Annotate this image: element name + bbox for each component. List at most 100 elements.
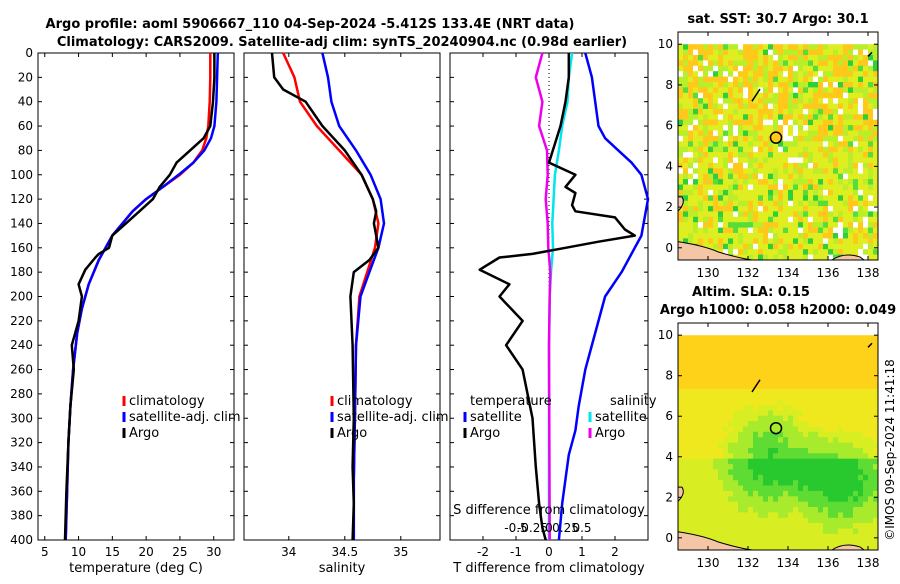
map-cell [873, 184, 879, 191]
map-cell [863, 496, 869, 503]
map-cell [718, 378, 724, 384]
map-cell [688, 523, 694, 529]
map-cell [698, 216, 704, 223]
map-cell [773, 71, 779, 77]
map-cell [748, 351, 754, 358]
map-cell [718, 480, 724, 486]
map-cell [853, 76, 859, 83]
map-cell [768, 410, 774, 417]
map-cell [778, 480, 784, 486]
map-cell [698, 168, 704, 175]
map-cell [798, 507, 804, 513]
map-cell [813, 200, 819, 207]
map-cell [773, 501, 779, 508]
map-cell [728, 49, 734, 56]
map-cell [768, 44, 774, 50]
map-cell [693, 388, 699, 395]
map-cell [713, 44, 719, 50]
map-cell [833, 458, 839, 465]
map-cell [808, 372, 814, 379]
map-cell [768, 458, 774, 465]
map-cell [788, 189, 794, 196]
map-cell [733, 351, 739, 358]
map-cell [873, 206, 879, 212]
map-cell [873, 157, 879, 164]
map-cell [743, 437, 749, 443]
map-cell [783, 480, 789, 486]
map-cell [818, 92, 824, 99]
map-cell [768, 469, 774, 476]
map-cell [843, 426, 849, 433]
map-cell [708, 152, 714, 158]
map-cell [793, 335, 799, 341]
map-cell [863, 87, 869, 94]
map-cell [858, 173, 864, 180]
map-cell [868, 103, 874, 110]
map-cell [748, 528, 754, 535]
map-cell [858, 442, 864, 449]
y-tick-label: 0 [665, 241, 673, 255]
map-cell [708, 528, 714, 535]
map-cell [763, 372, 769, 379]
map-cell [838, 442, 844, 449]
map-cell [798, 421, 804, 427]
map-cell [698, 60, 704, 67]
map-cell [853, 507, 859, 513]
map-cell [808, 474, 814, 481]
map-cell [758, 437, 764, 443]
map-cell [693, 168, 699, 175]
map-cell [783, 108, 789, 115]
x-axis-label-top: S difference from climatology [453, 503, 645, 518]
map-cell [708, 426, 714, 433]
map-cell [728, 523, 734, 529]
map-cell [683, 426, 689, 433]
map-cell [728, 501, 734, 508]
map-cell [778, 356, 784, 363]
map-cell [838, 431, 844, 438]
map-cell [693, 426, 699, 433]
map-cell [683, 362, 689, 368]
map-cell [763, 464, 769, 470]
map-cell [838, 206, 844, 212]
map-cell [843, 55, 849, 61]
map-cell [758, 82, 764, 88]
map-cell [698, 388, 704, 395]
legend-label: climatology [129, 394, 205, 409]
map-cell [713, 76, 719, 83]
map-cell [833, 426, 839, 433]
map-cell [818, 119, 824, 126]
map-cell [733, 130, 739, 137]
map-cell [763, 227, 769, 234]
map-cell [683, 431, 689, 438]
map-cell [708, 130, 714, 137]
map-cell [818, 410, 824, 417]
map-cell [788, 356, 794, 363]
map-cell [843, 249, 849, 255]
map-cell [763, 103, 769, 110]
map-cell [838, 173, 844, 180]
map-cell [748, 98, 754, 104]
map-cell [803, 65, 809, 72]
map-cell [808, 108, 814, 115]
map-cell [798, 49, 804, 56]
map-cell [703, 448, 709, 454]
map-cell [753, 173, 759, 180]
map-cell [808, 362, 814, 368]
map-cell [783, 362, 789, 368]
map-cell [683, 222, 689, 228]
map-cell [843, 362, 849, 368]
map-cell [863, 60, 869, 67]
map-cell [763, 340, 769, 347]
map-cell [758, 517, 764, 524]
map-cell [733, 206, 739, 212]
map-cell [723, 249, 729, 255]
map-cell [733, 184, 739, 191]
map-cell [788, 179, 794, 185]
map-cell [833, 351, 839, 358]
map-cell [713, 125, 719, 131]
map-cell [808, 249, 814, 255]
map-cell [683, 485, 689, 492]
map-cell [693, 415, 699, 422]
map-cell [858, 421, 864, 427]
map-cell [683, 394, 689, 400]
